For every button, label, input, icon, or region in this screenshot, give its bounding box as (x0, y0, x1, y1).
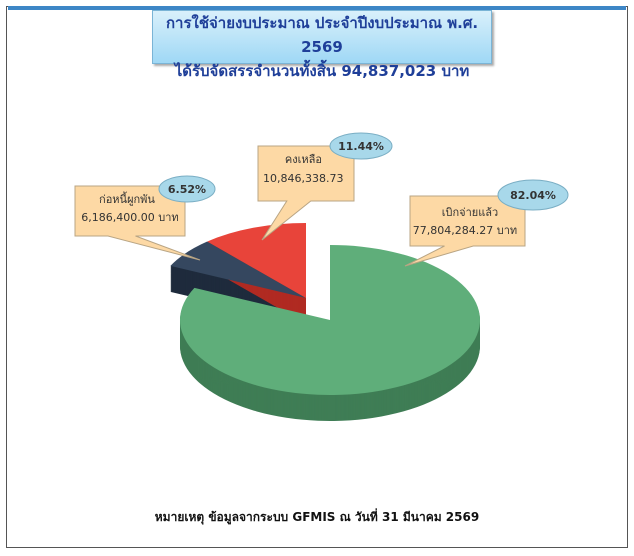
title-line-2: ได้รับจัดสรรจำนวนทั้งสิ้น 94,837,023 บาท (174, 62, 470, 80)
percent-label: 6.52% (168, 183, 206, 196)
percent-label: 82.04% (510, 189, 556, 202)
slice-amount: 10,846,338.73 (263, 172, 343, 185)
slice-label: ก่อหนี้ผูกพัน (99, 191, 155, 206)
pie-slice-0 (180, 245, 481, 395)
percent-bubble-0 (497, 179, 569, 211)
percent-bubble-1 (158, 175, 216, 203)
slice-amount: 6,186,400.00 บาท (81, 211, 178, 224)
title-line-1: การใช้จ่ายงบประมาณ ประจำปีงบประมาณ พ.ศ. … (165, 14, 479, 56)
percent-label: 11.44% (338, 140, 384, 153)
pie-slice-2 (207, 223, 306, 298)
slice-label: คงเหลือ (285, 153, 322, 166)
pie-slice-1 (170, 241, 306, 298)
percent-bubble-2 (329, 132, 393, 160)
slice-amount: 77,804,284.27 บาท (413, 224, 517, 237)
chart-title: การใช้จ่ายงบประมาณ ประจำปีงบประมาณ พ.ศ. … (152, 10, 492, 80)
slice-label: เบิกจ่ายแล้ว (442, 206, 498, 219)
footer-note: หมายเหตุ ข้อมูลจากระบบ GFMIS ณ วันที่ 31… (154, 510, 480, 524)
top-accent-bar (8, 6, 626, 10)
